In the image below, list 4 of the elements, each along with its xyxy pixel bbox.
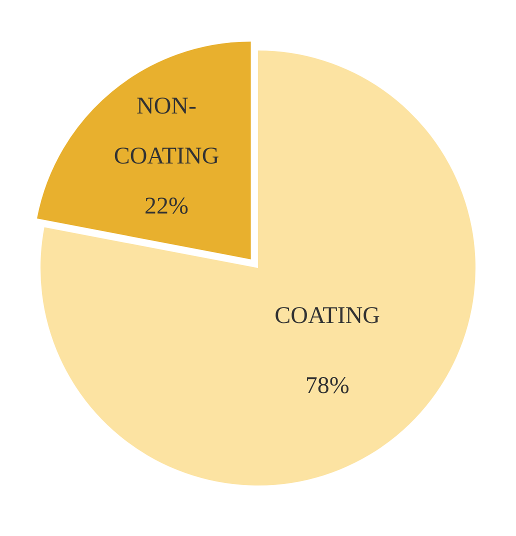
data-label: 78% [305, 373, 350, 400]
data-label: 22% [144, 194, 188, 220]
slice-label: COATING [274, 303, 380, 330]
slice-label: NON-COATING [114, 94, 220, 170]
